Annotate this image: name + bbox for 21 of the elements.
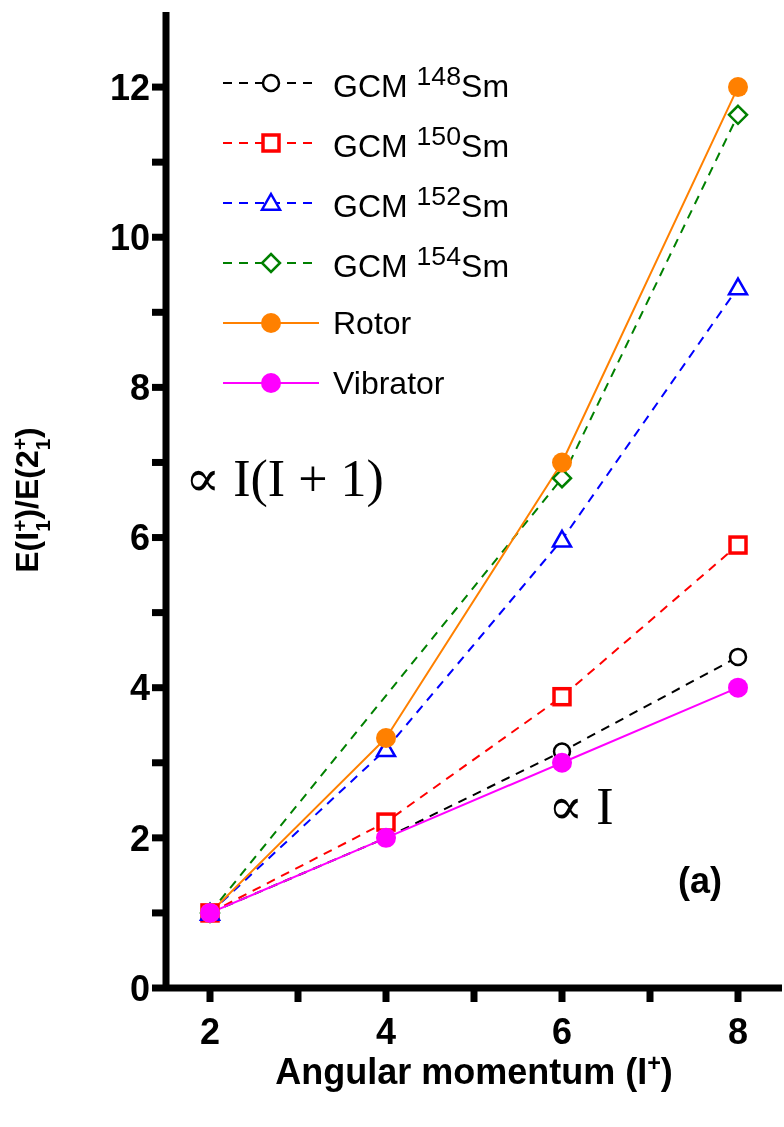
y-tick-label: 2 bbox=[129, 817, 150, 859]
legend-label: Vibrator bbox=[333, 364, 445, 402]
annotation: ∝ I bbox=[548, 777, 614, 836]
legend-label: GCM $^{152}$Sm bbox=[333, 181, 510, 225]
legend-label: Rotor bbox=[333, 304, 412, 342]
legend-label: GCM $^{148}$Sm bbox=[333, 61, 510, 105]
y-tick-label: 0 bbox=[129, 967, 150, 1009]
y-tick-label: 6 bbox=[129, 517, 150, 559]
y-tick-label: 12 bbox=[109, 66, 150, 108]
annotation: (a) bbox=[678, 860, 722, 902]
legend-label: GCM $^{154}$Sm bbox=[333, 241, 510, 285]
legend-label: GCM $^{150}$Sm bbox=[333, 121, 510, 165]
x-tick-label: 6 bbox=[551, 1010, 573, 1052]
x-axis-title: Angular momentum (I$^{+}$) bbox=[275, 1050, 673, 1092]
y-tick-label: 8 bbox=[129, 367, 150, 409]
y-tick-label: 10 bbox=[109, 217, 150, 259]
x-tick-label: 2 bbox=[199, 1010, 221, 1052]
annotation: ∝ I(I + 1) bbox=[185, 449, 384, 508]
y-tick-label: 4 bbox=[129, 667, 150, 709]
x-tick-label: 8 bbox=[727, 1010, 749, 1052]
x-tick-label: 4 bbox=[375, 1010, 397, 1052]
